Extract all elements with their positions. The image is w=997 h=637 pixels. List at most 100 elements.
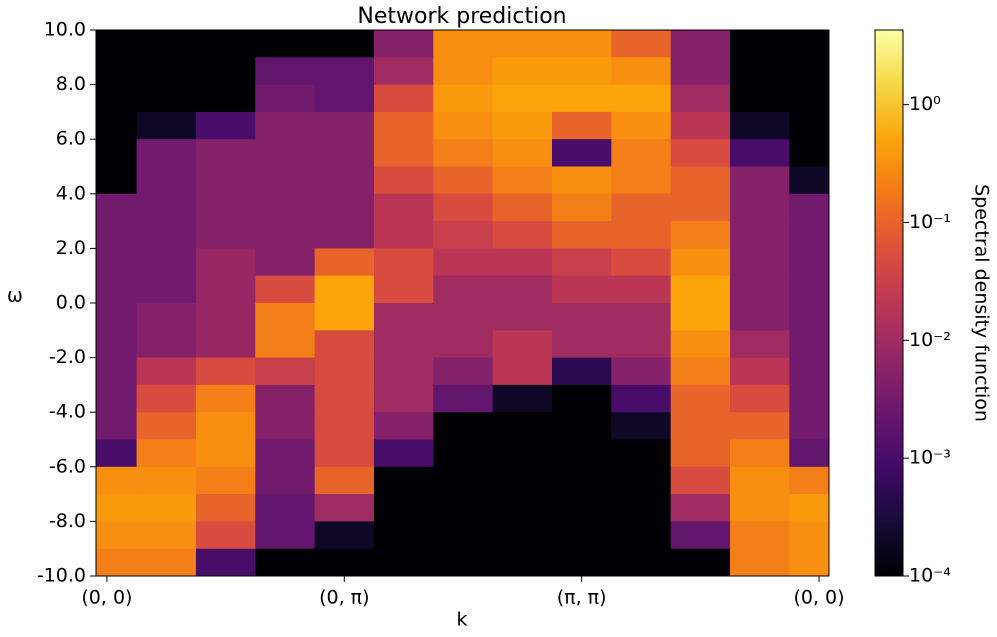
heatmap-cell xyxy=(373,521,434,550)
heatmap-cell xyxy=(789,248,829,277)
chart-title: Network prediction xyxy=(357,4,566,29)
heatmap-cell xyxy=(730,275,790,304)
heatmap-cell xyxy=(551,30,612,58)
heatmap-cell xyxy=(551,84,612,113)
heatmap-cell xyxy=(492,111,553,140)
heatmap-cell xyxy=(730,248,790,277)
heatmap-cell xyxy=(433,57,494,86)
heatmap-cell xyxy=(670,412,731,440)
heatmap-cell xyxy=(255,30,316,58)
heatmap-cell xyxy=(314,439,375,468)
heatmap-cell xyxy=(789,412,829,440)
heatmap-cell xyxy=(136,384,197,413)
heatmap-cell xyxy=(255,439,316,468)
x-axis-label: k xyxy=(456,609,467,631)
heatmap-cell xyxy=(136,30,197,58)
heatmap-cell xyxy=(136,548,197,576)
heatmap-cell xyxy=(789,303,829,331)
heatmap-cell xyxy=(373,166,434,195)
heatmap-cell xyxy=(670,248,731,277)
heatmap-cell xyxy=(373,275,434,304)
heatmap-cell xyxy=(611,193,672,222)
heatmap-cell xyxy=(551,548,612,576)
heatmap-cell xyxy=(195,466,256,495)
heatmap-cell xyxy=(789,275,829,304)
heatmap-cell xyxy=(670,357,731,386)
heatmap-cell xyxy=(255,111,316,140)
heatmap-cell xyxy=(789,193,829,222)
heatmap-cell xyxy=(433,221,494,249)
heatmap-cell xyxy=(255,221,316,249)
heatmap-cell xyxy=(611,303,672,331)
heatmap-cell xyxy=(730,84,790,113)
heatmap-cell xyxy=(96,221,138,249)
heatmap-cell xyxy=(373,412,434,440)
heatmap-cell xyxy=(551,139,612,167)
heatmap-cell xyxy=(789,357,829,386)
heatmap-cell xyxy=(373,548,434,576)
heatmap-cell xyxy=(433,84,494,113)
heatmap-cell xyxy=(96,521,138,550)
x-tick-label: (0, π) xyxy=(319,587,369,609)
heatmap-cell xyxy=(195,84,256,113)
heatmap-cell xyxy=(314,57,375,86)
x-tick-label: (π, π) xyxy=(557,587,607,609)
heatmap-cell xyxy=(373,466,434,495)
heatmap-cell xyxy=(96,193,138,222)
heatmap-cell xyxy=(96,57,138,86)
heatmap-cell xyxy=(373,330,434,359)
y-tick-label: -4.0 xyxy=(49,401,86,423)
heatmap-cell xyxy=(611,548,672,576)
heatmap-cell xyxy=(611,330,672,359)
heatmap-cell xyxy=(730,139,790,167)
heatmap-cell xyxy=(611,275,672,304)
heatmap-cell xyxy=(96,139,138,167)
heatmap-cell xyxy=(96,303,138,331)
heatmap-cell xyxy=(255,139,316,167)
heatmap-cell xyxy=(255,330,316,359)
heatmap-cell xyxy=(373,193,434,222)
heatmap-cell xyxy=(136,221,197,249)
heatmap-cell xyxy=(433,439,494,468)
heatmap-cell xyxy=(730,412,790,440)
heatmap-cell xyxy=(96,466,138,495)
y-tick-label: -8.0 xyxy=(49,510,86,532)
heatmap-cell xyxy=(433,330,494,359)
heatmap-cell xyxy=(789,30,829,58)
heatmap-cell xyxy=(314,303,375,331)
heatmap-cell xyxy=(314,248,375,277)
heatmap-cell xyxy=(611,439,672,468)
heatmap-cell xyxy=(492,303,553,331)
heatmap-cell xyxy=(551,357,612,386)
heatmap-cell xyxy=(433,466,494,495)
heatmap-cell xyxy=(492,357,553,386)
heatmap-cell xyxy=(255,521,316,550)
heatmap-cell xyxy=(551,221,612,249)
heatmap-cell xyxy=(611,521,672,550)
heatmap-cell xyxy=(96,439,138,468)
heatmap-cell xyxy=(730,357,790,386)
heatmap-cell xyxy=(255,384,316,413)
heatmap-cell xyxy=(551,384,612,413)
heatmap-cell xyxy=(611,139,672,167)
heatmap-cell xyxy=(492,221,553,249)
heatmap-cell xyxy=(314,357,375,386)
heatmap-cell xyxy=(136,84,197,113)
heatmap-cell xyxy=(789,494,829,522)
heatmap-cell xyxy=(96,330,138,359)
heatmap-cell xyxy=(136,275,197,304)
heatmap-cell xyxy=(670,384,731,413)
heatmap-cell xyxy=(611,221,672,249)
heatmap-cell xyxy=(195,166,256,195)
heatmap-cell xyxy=(670,303,731,331)
heatmap-cell xyxy=(551,57,612,86)
heatmap-cell xyxy=(433,193,494,222)
heatmap-cell xyxy=(96,548,138,576)
heatmap-cell xyxy=(551,330,612,359)
heatmap-cell xyxy=(492,548,553,576)
heatmap-cell xyxy=(789,221,829,249)
heatmap-cell xyxy=(195,521,256,550)
colorbar-tick-label: 10⁻² xyxy=(909,329,951,351)
y-tick-label: 2.0 xyxy=(56,237,86,259)
heatmap-cell xyxy=(136,357,197,386)
